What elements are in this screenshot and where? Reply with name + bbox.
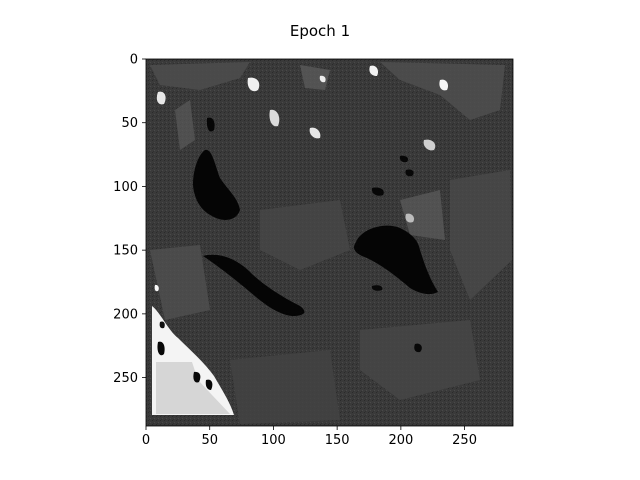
dark-blob-small: [399, 155, 409, 163]
bright-patch-inner: [156, 362, 230, 414]
white-spot: [423, 139, 436, 151]
dark-spot-in-patch: [159, 321, 165, 329]
y-tick-label: 0: [130, 53, 138, 68]
white-spot: [154, 284, 159, 292]
mid-gray-streak: [150, 245, 210, 320]
dark-blob-small: [371, 187, 384, 196]
x-axis-ticks: 0 50 100 150 200 250: [142, 426, 477, 448]
dark-blob-small: [405, 169, 414, 177]
white-spot: [319, 75, 326, 83]
dark-blob-left: [193, 149, 240, 220]
dark-blob-left-top: [206, 117, 215, 132]
y-tick-label: 100: [113, 180, 138, 195]
y-tick-label: 150: [113, 244, 138, 259]
mid-gray-streak: [400, 190, 445, 240]
dark-blob-right: [354, 225, 438, 295]
white-spot: [247, 77, 260, 92]
heatmap-image: [146, 59, 513, 426]
white-spot: [439, 79, 449, 91]
x-tick-label: 50: [201, 433, 218, 448]
white-spot: [269, 109, 280, 127]
white-spot: [369, 65, 379, 76]
dark-blob-small: [414, 343, 422, 353]
x-tick-label: 100: [261, 433, 286, 448]
dark-spot-in-patch: [193, 371, 201, 383]
y-tick-label: 200: [113, 307, 138, 322]
dark-spot-in-patch: [157, 341, 165, 356]
mid-gray-streak: [175, 100, 195, 150]
x-tick-label: 150: [325, 433, 350, 448]
y-tick-label: 250: [113, 371, 138, 386]
chart-title: Epoch 1: [289, 22, 351, 40]
mid-gray-streak: [360, 320, 480, 400]
y-tick-label: 50: [121, 116, 138, 131]
mid-gray-streak: [300, 65, 330, 90]
dark-diagonal-band: [203, 254, 305, 316]
mid-gray-streak: [260, 200, 350, 270]
mid-gray-streak: [230, 350, 340, 424]
mid-gray-streak: [380, 62, 505, 120]
x-tick-label: 250: [452, 433, 477, 448]
dark-blob-small: [371, 285, 383, 291]
axes-frame: [145, 58, 514, 427]
mid-gray-streak: [150, 62, 250, 90]
mid-gray-streak: [450, 170, 512, 300]
white-spot: [405, 213, 415, 223]
x-tick-label: 200: [388, 433, 413, 448]
white-spot: [156, 91, 166, 105]
x-tick-label: 0: [142, 433, 150, 448]
y-axis-ticks: 0 50 100 150 200 250: [113, 53, 146, 386]
white-spot: [309, 127, 321, 139]
dark-spot-in-patch: [205, 379, 213, 390]
